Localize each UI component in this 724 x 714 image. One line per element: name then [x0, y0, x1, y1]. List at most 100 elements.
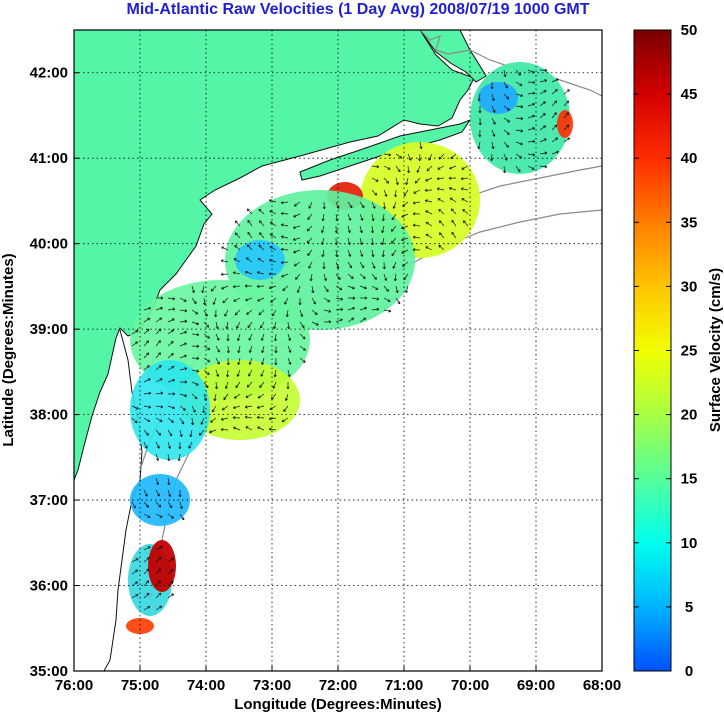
velocity-arrow-head — [168, 446, 171, 449]
velocity-arrow — [261, 357, 265, 365]
velocity-arrow-head — [412, 224, 416, 227]
velocity-arrow-head — [172, 406, 175, 409]
velocity-arrow-head — [405, 182, 407, 185]
velocity-arrow — [281, 224, 289, 227]
velocity-arrow-head — [172, 407, 175, 410]
velocity-arrow-head — [307, 242, 310, 244]
velocity-arrow-head — [221, 246, 224, 250]
velocity-arrow-head — [208, 347, 211, 350]
velocity-arrow-head — [424, 190, 428, 192]
velocity-arrow-head — [376, 179, 379, 182]
velocity-arrow-head — [148, 378, 151, 382]
velocity-arrow-head — [376, 166, 380, 169]
velocity-arrow-head — [257, 395, 260, 399]
velocity-arrow-head — [304, 360, 306, 363]
velocity-arrow-head — [568, 89, 570, 93]
velocity-arrow-head — [359, 230, 363, 234]
velocity-arrow — [143, 365, 150, 371]
velocity-arrow — [359, 285, 367, 289]
velocity-arrow — [233, 297, 241, 302]
velocity-arrow-head — [184, 319, 188, 322]
velocity-arrow-head — [260, 326, 263, 329]
velocity-arrow-head — [258, 313, 262, 316]
velocity-arrow-head — [405, 290, 407, 293]
x-tick-label: 76:00 — [55, 677, 93, 694]
velocity-arrow-head — [160, 296, 164, 299]
velocity-arrow-head — [259, 232, 262, 234]
velocity-arrow-head — [181, 422, 184, 425]
velocity-arrow-head — [395, 194, 398, 198]
velocity-arrow-head — [316, 312, 318, 315]
velocity-arrow — [539, 125, 546, 131]
velocity-arrow-head — [245, 271, 248, 274]
velocity-arrow-head — [544, 152, 548, 155]
velocity-arrow — [235, 232, 241, 239]
velocity-arrow — [413, 236, 421, 239]
velocity-arrow — [179, 368, 187, 371]
velocity-arrow — [191, 369, 199, 372]
velocity-arrow-head — [172, 298, 176, 301]
velocity-arrow-head — [160, 392, 164, 395]
velocity-arrow-head — [235, 232, 238, 234]
velocity-arrow-head — [556, 137, 558, 141]
velocity-arrow-head — [310, 278, 313, 282]
velocity-arrow — [143, 580, 149, 587]
velocity-arrow-head — [405, 290, 409, 293]
velocity-arrow-head — [520, 116, 524, 120]
x-tick-label: 73:00 — [253, 677, 291, 694]
velocity-arrow — [269, 246, 277, 251]
velocity-arrow-head — [437, 198, 440, 201]
velocity-arrow-head — [340, 299, 343, 301]
velocity-arrow — [395, 285, 398, 293]
velocity-arrow — [167, 379, 175, 383]
velocity-arrow-head — [226, 326, 229, 330]
velocity-arrow — [382, 213, 385, 221]
velocity-arrow-head — [215, 314, 218, 318]
velocity-arrow — [401, 237, 409, 241]
velocity-arrow-head — [393, 266, 396, 269]
velocity-arrow — [563, 89, 570, 95]
velocity-arrow-head — [401, 226, 404, 229]
velocity-arrow — [284, 297, 289, 305]
velocity-arrow — [261, 333, 265, 341]
velocity-arrow — [383, 165, 391, 170]
velocity-arrow-head — [274, 362, 277, 366]
colorbar-tick-label: 25 — [681, 343, 698, 360]
velocity-arrow-head — [508, 131, 510, 135]
velocity-arrow — [381, 237, 385, 245]
velocity-arrow-head — [275, 362, 278, 366]
velocity-arrow-head — [336, 242, 338, 246]
x-tick-label: 68:00 — [583, 677, 621, 694]
velocity-arrow-head — [232, 285, 236, 288]
velocity-arrow-head — [421, 146, 423, 149]
velocity-arrow-head — [532, 127, 535, 131]
velocity-arrow-head — [554, 124, 557, 126]
velocity-arrow-head — [424, 188, 428, 191]
velocity-arrow-head — [460, 178, 464, 181]
velocity-arrow — [371, 261, 376, 269]
velocity-arrow-head — [328, 299, 331, 302]
velocity-arrow — [563, 100, 569, 107]
velocity-arrow-head — [505, 86, 508, 89]
velocity-arrow-head — [520, 130, 524, 133]
velocity-arrow — [347, 317, 355, 323]
velocity-arrow-head — [235, 314, 238, 316]
velocity-arrow-head — [244, 284, 248, 287]
colorbar-ticks: 0 5 10 15 20 25 30 35 40 45 50 — [634, 22, 697, 680]
velocity-arrow-head — [287, 374, 290, 378]
velocity-arrow-head — [156, 494, 160, 497]
velocity-arrow-head — [269, 259, 272, 263]
velocity-arrow-head — [232, 286, 236, 289]
velocity-arrow — [272, 309, 277, 317]
velocity-arrow — [503, 93, 510, 100]
velocity-arrow-head — [439, 232, 442, 234]
velocity-arrow-head — [237, 374, 240, 377]
velocity-arrow-head — [328, 311, 331, 313]
velocity-arrow-head — [172, 569, 174, 572]
velocity-arrow-head — [436, 178, 440, 181]
velocity-arrow-head — [249, 362, 252, 365]
velocity-arrow — [281, 417, 289, 423]
velocity-arrow-head — [269, 199, 272, 203]
velocity-arrow-head — [214, 386, 217, 390]
velocity-arrow-head — [382, 266, 385, 270]
